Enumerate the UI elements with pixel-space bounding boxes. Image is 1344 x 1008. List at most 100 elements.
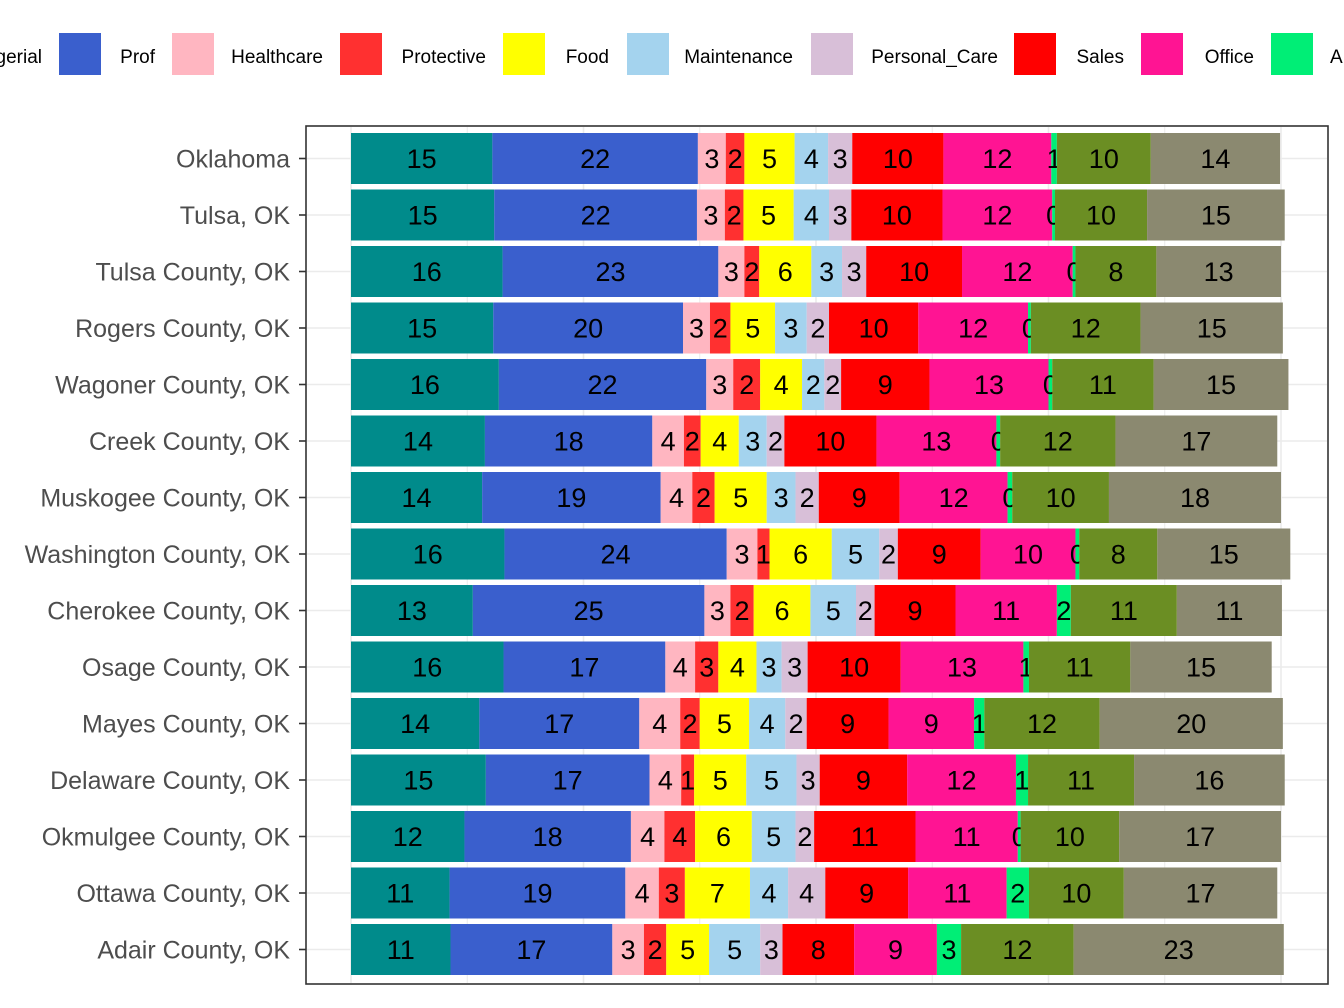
data-label: 2 bbox=[739, 370, 754, 400]
y-tick-label: Washington County, OK bbox=[25, 541, 291, 569]
bar-segment bbox=[492, 133, 698, 184]
bar-segment bbox=[730, 302, 776, 354]
data-label: 14 bbox=[402, 483, 432, 513]
data-label: 14 bbox=[400, 709, 430, 739]
data-label: 13 bbox=[921, 427, 951, 457]
bar-segment bbox=[811, 246, 843, 297]
data-label: 2 bbox=[713, 314, 728, 344]
bar-segment bbox=[866, 246, 963, 297]
bar-segment bbox=[464, 811, 631, 862]
bar-segment bbox=[351, 754, 486, 806]
data-label: 5 bbox=[745, 314, 760, 344]
legend-label: Office bbox=[1205, 47, 1254, 68]
bar-segment bbox=[699, 698, 750, 749]
data-label: 3 bbox=[712, 370, 727, 400]
bar-segment bbox=[695, 641, 719, 693]
bar-segment bbox=[1157, 528, 1291, 580]
bar-segment bbox=[1028, 754, 1135, 806]
data-label: 11 bbox=[387, 935, 415, 965]
bar-segment bbox=[744, 133, 795, 184]
bar-segment bbox=[625, 867, 659, 919]
data-label: 5 bbox=[766, 822, 781, 852]
data-label: 15 bbox=[407, 144, 437, 174]
bar-segment bbox=[876, 415, 997, 467]
bar-segment bbox=[806, 302, 830, 354]
data-label: 20 bbox=[1176, 709, 1206, 739]
data-label: 5 bbox=[762, 144, 777, 174]
data-label: 4 bbox=[762, 879, 777, 909]
bar-segment bbox=[351, 472, 483, 523]
legend-swatch bbox=[811, 33, 853, 75]
legend-swatch bbox=[59, 33, 101, 75]
bar-segment bbox=[484, 415, 653, 467]
legend-label: Protective bbox=[402, 47, 486, 68]
bar-segment bbox=[908, 867, 1007, 919]
legend-label: Sales bbox=[1076, 47, 1124, 68]
data-label: 13 bbox=[974, 370, 1004, 400]
data-label: 5 bbox=[764, 766, 779, 796]
bar-segment bbox=[852, 133, 944, 184]
bar-segment bbox=[788, 867, 826, 919]
data-label: 11 bbox=[1067, 766, 1095, 796]
bar-segment bbox=[855, 585, 875, 636]
data-label: 5 bbox=[733, 483, 748, 513]
bar-segment bbox=[733, 359, 761, 410]
data-label: 13 bbox=[1204, 257, 1234, 287]
bar-segment bbox=[753, 585, 811, 636]
data-label: 4 bbox=[730, 653, 745, 683]
bar-segment bbox=[725, 133, 745, 184]
legend-label: Prof bbox=[120, 47, 156, 68]
y-tick-label: Creek County, OK bbox=[89, 428, 290, 456]
bar-segment bbox=[1028, 867, 1124, 919]
data-label: 10 bbox=[899, 257, 929, 287]
data-label: 18 bbox=[1180, 483, 1210, 513]
bar-segment bbox=[824, 359, 842, 410]
bar-segment bbox=[666, 924, 710, 975]
bar-segment bbox=[351, 867, 450, 919]
bar-segment bbox=[450, 924, 613, 975]
bar-segment bbox=[744, 246, 760, 297]
bar-segment bbox=[479, 698, 640, 749]
data-label: 3 bbox=[764, 935, 779, 965]
bar-segment bbox=[709, 302, 731, 354]
bar-segment bbox=[854, 924, 937, 975]
bar-segment bbox=[879, 528, 898, 580]
bar-segment bbox=[757, 528, 770, 580]
bar-segment bbox=[1052, 189, 1056, 241]
bar-segment bbox=[738, 415, 767, 467]
data-label: 15 bbox=[408, 201, 438, 231]
data-label: 5 bbox=[761, 201, 776, 231]
bar-segment bbox=[652, 415, 684, 467]
y-tick-label: Oklahoma bbox=[176, 146, 290, 174]
bar-segment bbox=[746, 754, 797, 806]
data-label: 16 bbox=[412, 653, 442, 683]
data-label: 3 bbox=[745, 427, 760, 457]
bar-segment bbox=[1176, 585, 1282, 636]
data-label: 1 bbox=[680, 766, 695, 796]
data-label: 9 bbox=[859, 879, 874, 909]
bar-segment bbox=[796, 754, 820, 806]
bar-segment bbox=[825, 867, 909, 919]
data-label: 10 bbox=[882, 201, 912, 231]
bar-segment bbox=[472, 585, 705, 636]
data-label: 2 bbox=[648, 935, 663, 965]
data-label: 3 bbox=[699, 653, 714, 683]
bar-segment bbox=[807, 641, 901, 693]
bar-segment bbox=[718, 641, 757, 693]
bar-segment bbox=[1140, 302, 1283, 354]
data-label: 3 bbox=[833, 144, 848, 174]
y-tick-label: Delaware County, OK bbox=[50, 767, 290, 795]
data-label: 3 bbox=[783, 314, 798, 344]
bar-segment bbox=[1147, 189, 1285, 241]
bar-segment bbox=[1012, 472, 1109, 523]
y-tick-label: Ottawa County, OK bbox=[76, 880, 290, 908]
bar-segment bbox=[665, 641, 696, 693]
data-label: 2 bbox=[728, 144, 743, 174]
bar-segment bbox=[351, 246, 503, 297]
bar-segment bbox=[1073, 924, 1284, 975]
bar-segment bbox=[1150, 133, 1281, 184]
data-label: 16 bbox=[1194, 766, 1224, 796]
data-label: 15 bbox=[403, 766, 433, 796]
bar-segment bbox=[888, 698, 975, 749]
